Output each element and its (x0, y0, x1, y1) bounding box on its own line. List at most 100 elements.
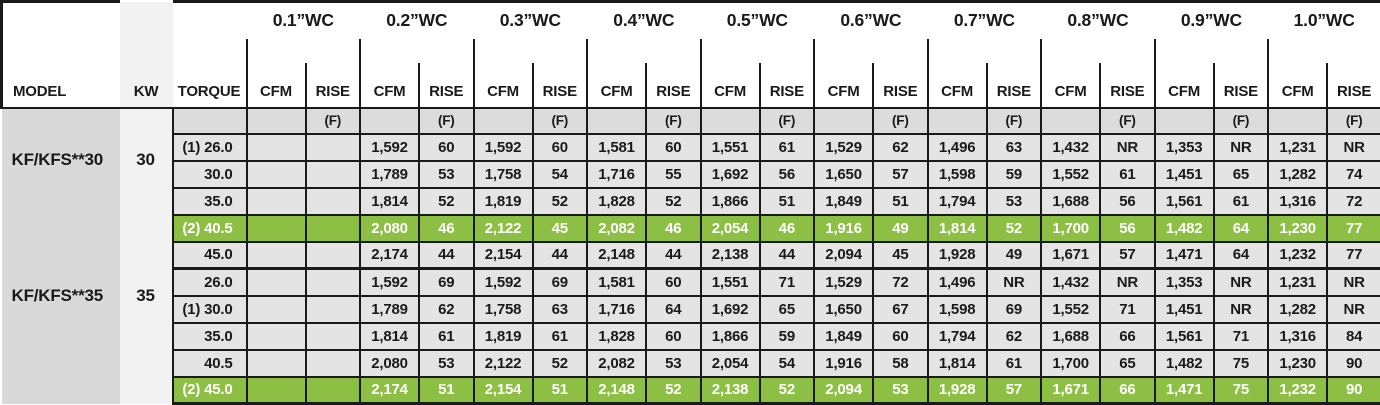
cfm-cell (247, 269, 306, 296)
cfm-cell: 1,928 (928, 377, 987, 404)
rise-cell: NR (1327, 296, 1380, 323)
rise-cell: 61 (1100, 161, 1155, 188)
pressure-header: 0.6”WC (814, 2, 928, 39)
cfm-column-header: CFM (1155, 63, 1214, 108)
pressure-header: 0.8”WC (1041, 2, 1155, 39)
rise-cell: 56 (760, 161, 815, 188)
rise-unit-label: (F) (419, 108, 474, 134)
rise-cell: 52 (646, 377, 701, 404)
cfm-column-header: CFM (1041, 63, 1100, 108)
rise-header-spacer (646, 39, 701, 63)
rise-header-spacer (1327, 39, 1380, 63)
rise-cell: 51 (419, 377, 474, 404)
cfm-cell (247, 242, 306, 269)
rise-column-header: RISE (646, 63, 701, 108)
rise-cell: 77 (1327, 242, 1380, 269)
cfm-cell: 1,814 (360, 323, 419, 350)
rise-cell: 44 (419, 242, 474, 269)
rise-cell: 61 (419, 323, 474, 350)
cfm-cell: 1,650 (814, 161, 873, 188)
cfm-cell: 1,561 (1155, 323, 1214, 350)
rise-unit-label: (F) (306, 108, 361, 134)
cfm-cell: 1,529 (814, 269, 873, 296)
rise-cell: 59 (987, 161, 1042, 188)
cfm-cell: 1,316 (1268, 188, 1327, 215)
cfm-cell: 2,082 (587, 215, 646, 242)
cfm-cell (247, 323, 306, 350)
rise-cell: 67 (873, 296, 928, 323)
rise-cell: 61 (1214, 188, 1269, 215)
kw-column-header-spacer (120, 39, 173, 63)
rise-cell: 60 (646, 323, 701, 350)
cfm-cell: 1,700 (1041, 215, 1100, 242)
cfm-cell (247, 296, 306, 323)
rise-cell: 71 (1100, 296, 1155, 323)
cfm-unit-spacer (587, 108, 646, 134)
cfm-cell: 2,148 (587, 377, 646, 404)
kw-column-header-spacer (120, 2, 173, 39)
rise-cell: 56 (1100, 188, 1155, 215)
torque-column-header: TORQUE (173, 63, 247, 108)
cfm-cell: 1,230 (1268, 215, 1327, 242)
cfm-cell: 1,496 (928, 134, 987, 161)
rise-cell: 60 (419, 134, 474, 161)
rise-cell: 49 (987, 242, 1042, 269)
rise-cell: 60 (646, 269, 701, 296)
rise-cell: 63 (533, 296, 588, 323)
rise-cell: 75 (1214, 377, 1269, 404)
torque-cell: 35.0 (173, 188, 247, 215)
rise-cell: 77 (1327, 215, 1380, 242)
cfm-cell: 1,758 (474, 161, 533, 188)
cfm-cell: 1,592 (360, 269, 419, 296)
cfm-cell: 2,122 (474, 350, 533, 377)
rise-cell: 46 (646, 215, 701, 242)
cfm-cell: 1,496 (928, 269, 987, 296)
rise-column-header: RISE (1327, 63, 1380, 108)
cfm-cell: 2,174 (360, 377, 419, 404)
rise-cell: 53 (646, 350, 701, 377)
cfm-cell: 1,482 (1155, 350, 1214, 377)
rise-cell: 65 (1100, 350, 1155, 377)
rise-header-spacer (306, 39, 361, 63)
cfm-cell: 1,592 (360, 134, 419, 161)
cfm-cell (247, 377, 306, 404)
cfm-cell: 1,432 (1041, 134, 1100, 161)
rise-cell: 66 (1100, 323, 1155, 350)
cfm-header-spacer (360, 39, 419, 63)
rise-cell: 51 (760, 188, 815, 215)
cfm-header-spacer (1041, 39, 1100, 63)
cfm-cell: 1,688 (1041, 188, 1100, 215)
cfm-column-header: CFM (360, 63, 419, 108)
rise-column-header: RISE (760, 63, 815, 108)
rise-header-spacer (533, 39, 588, 63)
rise-cell: 69 (419, 269, 474, 296)
rise-cell: 49 (873, 215, 928, 242)
rise-unit-label: (F) (533, 108, 588, 134)
cfm-cell: 1,592 (474, 134, 533, 161)
cfm-cell: 1,231 (1268, 134, 1327, 161)
rise-cell: 66 (1100, 377, 1155, 404)
rise-cell: 61 (987, 350, 1042, 377)
cfm-cell: 1,671 (1041, 377, 1100, 404)
cfm-cell: 1,916 (814, 350, 873, 377)
cfm-cell: 1,849 (814, 188, 873, 215)
cfm-cell (247, 134, 306, 161)
cfm-cell: 2,082 (587, 350, 646, 377)
cfm-cell: 2,148 (587, 242, 646, 269)
cfm-cell: 1,529 (814, 134, 873, 161)
rise-unit-label: (F) (1327, 108, 1380, 134)
cfm-header-spacer (814, 39, 873, 63)
cfm-unit-spacer (1155, 108, 1214, 134)
rise-cell: NR (1100, 134, 1155, 161)
cfm-cell: 1,819 (474, 323, 533, 350)
rise-cell: 51 (533, 377, 588, 404)
cfm-cell: 1,451 (1155, 296, 1214, 323)
cfm-header-spacer (928, 39, 987, 63)
rise-column-header: RISE (873, 63, 928, 108)
rise-cell: 69 (987, 296, 1042, 323)
rise-cell: 57 (1100, 242, 1155, 269)
